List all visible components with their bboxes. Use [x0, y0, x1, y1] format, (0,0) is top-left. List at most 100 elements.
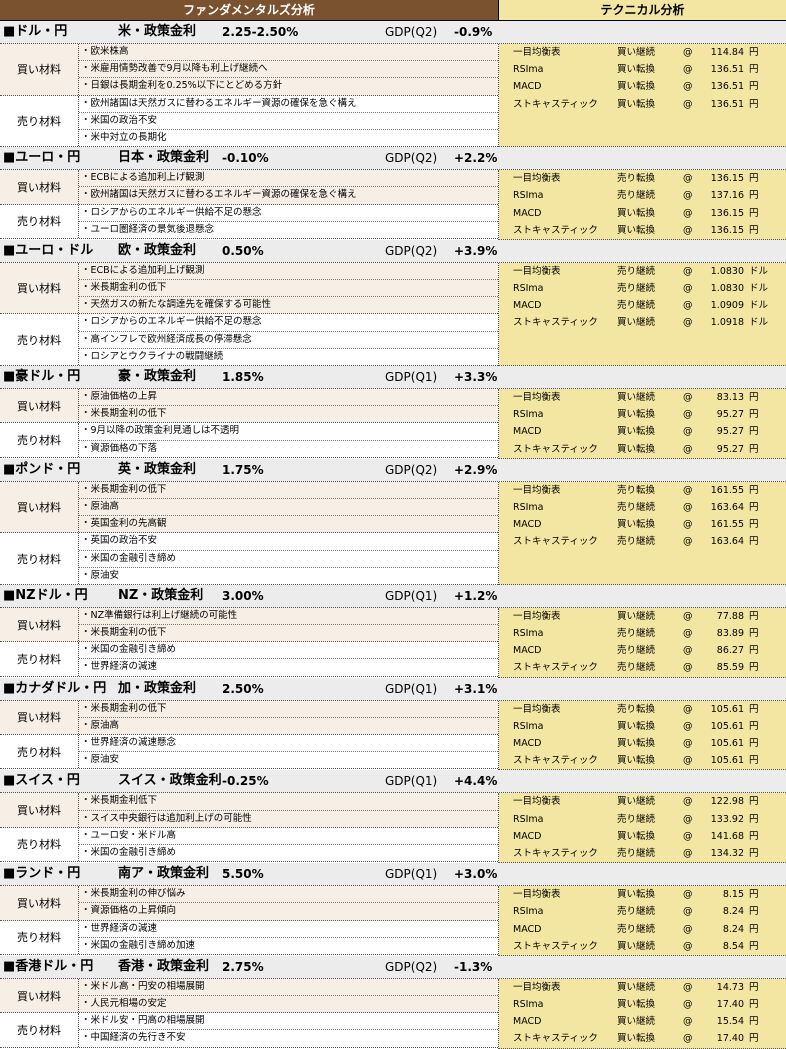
price-unit: 円 [749, 720, 759, 732]
at-sign: @ [683, 1033, 693, 1045]
price-value: 8.24 [722, 923, 744, 935]
sell-factors-group: 売り材料 ・ロシアからのエネルギー供給不足の懸念 ・高インフレで欧州経済成長の停滞懸… [0, 314, 498, 366]
factor-item: ・米国の金融引き締め [79, 642, 498, 660]
technical-row: MACD 買い転換 @141.68 円 [499, 828, 786, 845]
price-value: 8.54 [722, 940, 744, 952]
signal: 売り継続 [617, 265, 656, 277]
fundamentals-column: 買い材料 ・米ドル高・円安の相場展開 ・人民元相場の安定 売り材料 ・米ドル安・円高の相… [0, 978, 499, 1049]
price-unit: 円 [749, 392, 759, 403]
technical-column: 一目均衡表 買い転換 @8.15 円 RSIma 売り継続 @8.24 円 MACD 売り継続 @8… [499, 886, 786, 956]
technical-column: 一目均衡表 買い継続 @77.88 円 RSIma 売り継続 @83.89 円 MACD 売り継続… [499, 607, 786, 678]
currency-section: ■香港ドル・円 香港・政策金利 2.75% GDP(Q2) -1.3% 買い材料 ・米ドル高… [0, 955, 786, 1049]
policy-rate-label: 香港・政策金利 [118, 958, 210, 974]
factor-item: ・米国の政治不安 [79, 113, 498, 130]
signal: 買い転換 [617, 519, 656, 531]
fundamentals-column: 買い材料 ・ECBによる追加利上げ観測 ・欧州諸国は天然ガスに替わるエネルギー資源の… [0, 170, 499, 240]
signal: 買い転換 [617, 98, 656, 110]
indicator-name: RSIma [513, 501, 544, 513]
price-unit: 円 [749, 47, 759, 58]
sell-factors-list: ・世界経済の減速懸念 ・原油安 [79, 735, 498, 768]
price-unit: 円 [749, 847, 759, 859]
fundamentals-column: 買い材料 ・米長期金利低下 ・スイス中央銀行は追加利上げの可能性 売り材料 ・ユーロ安・… [0, 793, 499, 864]
at-sign: @ [683, 755, 693, 767]
gdp-value: +4.4% [454, 774, 498, 789]
at-sign: @ [683, 426, 693, 438]
price-value: 1.0909 [710, 300, 744, 312]
at-sign: @ [683, 738, 693, 749]
technical-row: RSIma 売り継続 @137.16 円 [499, 187, 786, 204]
price-value: 136.51 [710, 98, 744, 110]
buy-factors-label: 買い材料 [0, 700, 79, 734]
at-sign: @ [683, 889, 693, 901]
price-value: 105.61 [710, 738, 744, 749]
technical-column: 一目均衡表 買い継続 @114.84 円 RSIma 買い転換 @136.51 円 MACD 買い… [499, 44, 786, 148]
gdp-value: +3.1% [454, 681, 498, 696]
technical-row: RSIma 売り継続 @1.0830 ドル [499, 280, 786, 297]
section-body: 買い材料 ・ECBによる追加利上げ観測 ・米長期金利の低下 ・天然ガスの新たな調達先を… [0, 262, 786, 366]
factor-item: ・資源価格の上昇傾向 [81, 905, 177, 917]
table-header: ファンダメンタルズ分析 テクニカル分析 [0, 0, 786, 21]
section-body: 買い材料 ・ECBによる追加利上げ観測 ・欧州諸国は天然ガスに替わるエネルギー資源の… [0, 170, 786, 240]
signal: 買い転換 [617, 830, 656, 842]
price-unit: ドル [749, 300, 769, 312]
factor-item: ・原油安 [81, 754, 120, 766]
price-unit: ドル [749, 283, 769, 295]
indicator-name: RSIma [513, 409, 544, 421]
signal: 買い転換 [617, 889, 656, 901]
at-sign: @ [683, 796, 693, 808]
price-value: 122.98 [710, 796, 744, 808]
price-value: 105.61 [710, 720, 744, 732]
factor-item: ・9月以降の政策金利見通しは不透明 [79, 423, 498, 441]
price-unit: 円 [749, 81, 759, 93]
indicator-name: RSIma [513, 813, 544, 825]
indicator-name: 一目均衡表 [513, 392, 561, 403]
price-unit: 円 [749, 98, 759, 110]
at-sign: @ [683, 628, 693, 640]
technical-row: ストキャスティック 売り継続 @163.64 円 [499, 533, 786, 550]
indicator-name: 一目均衡表 [513, 265, 561, 277]
fundamentals-column: 買い材料 ・米長期金利の低下 ・原油高 ・英国金利の先高観 売り材料 ・英国の政治不安 ・米… [0, 481, 499, 585]
sell-factors-list: ・ユーロ安・米ドル高 ・米国の金融引き締め [79, 828, 498, 861]
price-value: 15.54 [716, 1016, 744, 1028]
section-body: 買い材料 ・米長期金利の伸び悩み ・資源価格の上昇傾向 売り材料 ・世界経済の減速 ・米国… [0, 886, 786, 956]
indicator-name: RSIma [513, 720, 544, 732]
factor-item: ・ECBによる追加利上げ観測 [79, 263, 498, 281]
currency-section: ■カナダドル・円 加・政策金利 2.50% GDP(Q1) +3.1% 買い材料 ・米長期金… [0, 677, 786, 771]
gdp-value: +3.0% [454, 867, 498, 882]
factor-item: ・米国の金融引き締め [79, 551, 498, 568]
buy-factors-list: ・米長期金利の低下 ・原油高 ・英国金利の先高観 [79, 482, 498, 533]
at-sign: @ [683, 409, 693, 421]
technical-row: ストキャスティック 買い転換 @136.51 円 [499, 96, 786, 113]
signal: 買い転換 [617, 409, 656, 421]
policy-rate-value: 1.85% [222, 370, 264, 384]
gdp-value: +2.2% [454, 151, 498, 166]
gdp-label: GDP(Q2) [385, 243, 438, 258]
price-value: 1.0830 [710, 265, 744, 277]
signal: 買い継続 [617, 610, 656, 622]
price-value: 134.32 [710, 847, 744, 859]
price-unit: 円 [749, 207, 759, 219]
at-sign: @ [683, 645, 693, 657]
factor-item: ・米ドル高・円安の相場展開 [79, 979, 498, 997]
indicator-name: ストキャスティック [513, 317, 598, 329]
currency-section: ■NZドル・円 NZ・政策金利 3.00% GDP(Q1) +1.2% 買い材料 ・NZ準備… [0, 584, 786, 678]
section-header: ■スイス・円 スイス・政策金利 -0.25% GDP(Q1) +4.4% [0, 770, 786, 794]
sell-factors-group: 売り材料 ・英国の政治不安 ・米国の金融引き締め ・原油安 [0, 533, 498, 585]
price-value: 136.15 [710, 173, 744, 185]
buy-factors-group: 買い材料 ・米長期金利の低下 ・原油高 ・英国金利の先高観 [0, 481, 498, 534]
buy-factors-label: 買い材料 [0, 793, 79, 827]
sell-factors-list: ・ロシアからのエネルギー供給不足の懸念 ・ユーロ圏経済の景気後退懸念 [79, 205, 498, 238]
sell-factors-label: 売り材料 [0, 314, 79, 365]
indicator-name: RSIma [513, 283, 544, 295]
factor-item: ・人民元相場の安定 [81, 998, 167, 1010]
policy-rate-label: 南ア・政策金利 [118, 866, 210, 882]
currency-sections: ■ドル・円 米・政策金利 2.25-2.50% GDP(Q2) -0.9% 買い材料 ・欧米… [0, 21, 786, 1049]
price-value: 163.64 [710, 536, 744, 548]
indicator-name: RSIma [513, 628, 544, 640]
factor-item: ・原油高 [79, 499, 498, 517]
section-header: ■香港ドル・円 香港・政策金利 2.75% GDP(Q2) -1.3% [0, 955, 786, 979]
currency-section: ■ランド・円 南ア・政策金利 5.50% GDP(Q1) +3.0% 買い材料 ・米長期金利… [0, 863, 786, 956]
factor-item: ・英国金利の先高観 [81, 518, 167, 530]
price-value: 95.27 [716, 426, 744, 438]
policy-rate-label: 米・政策金利 [118, 24, 197, 39]
